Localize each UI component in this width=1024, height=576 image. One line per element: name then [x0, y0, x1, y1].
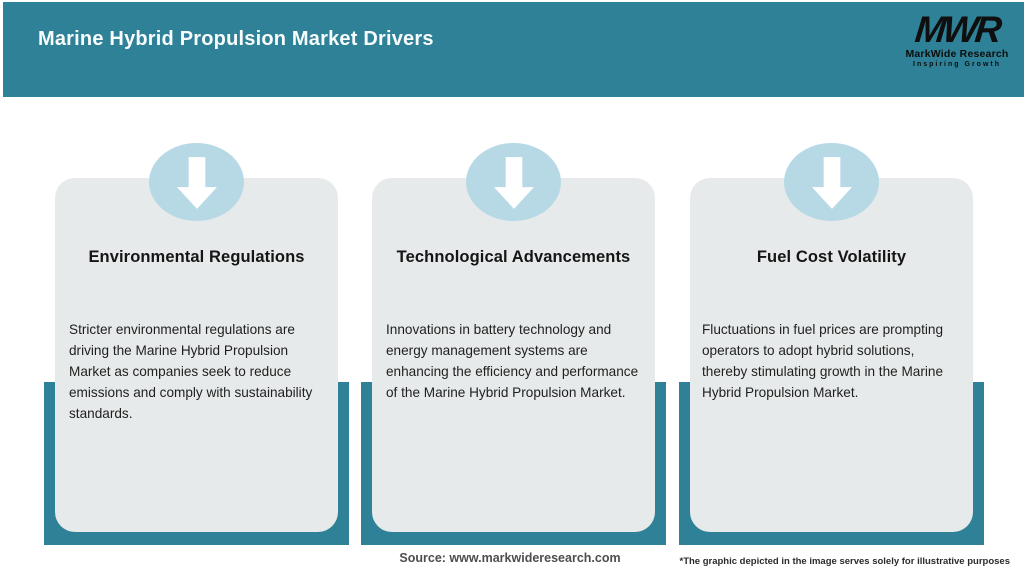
card-description: Stricter environmental regulations are d…	[69, 322, 313, 421]
arrow-down-glyph	[493, 157, 534, 209]
logo-tagline: Inspiring Growth	[913, 61, 1001, 68]
driver-card: Environmental Regulations Stricter envir…	[55, 178, 338, 532]
arrow-down-icon	[784, 143, 879, 221]
page-title: Marine Hybrid Propulsion Market Drivers	[38, 28, 434, 50]
card-title: Fuel Cost Volatility	[756, 248, 907, 266]
arrow-down-glyph	[811, 157, 852, 209]
card-title: Technological Advancements	[396, 248, 631, 266]
source-line: Source: www.markwideresearch.com	[399, 551, 621, 565]
card-description: Fluctuations in fuel prices are promptin…	[702, 322, 944, 400]
arrow-down-icon	[466, 143, 561, 221]
arrow-down-icon	[149, 143, 244, 221]
mwr-logo-mark: MWR	[913, 9, 1001, 50]
card-title: Environmental Regulations	[88, 248, 305, 266]
driver-card: Technological Advancements Innovations i…	[372, 178, 655, 532]
card-description: Innovations in battery technology and en…	[386, 322, 639, 400]
markwide-logo: MWR MarkWide Research Inspiring Growth	[902, 9, 1012, 68]
driver-card: Fuel Cost Volatility Fluctuations in fue…	[690, 178, 973, 532]
arrow-down-glyph	[176, 157, 217, 209]
header-bar: Marine Hybrid Propulsion Market Drivers …	[3, 2, 1024, 97]
disclaimer-note: *The graphic depicted in the image serve…	[679, 556, 1011, 567]
logo-name: MarkWide Research	[905, 48, 1009, 60]
